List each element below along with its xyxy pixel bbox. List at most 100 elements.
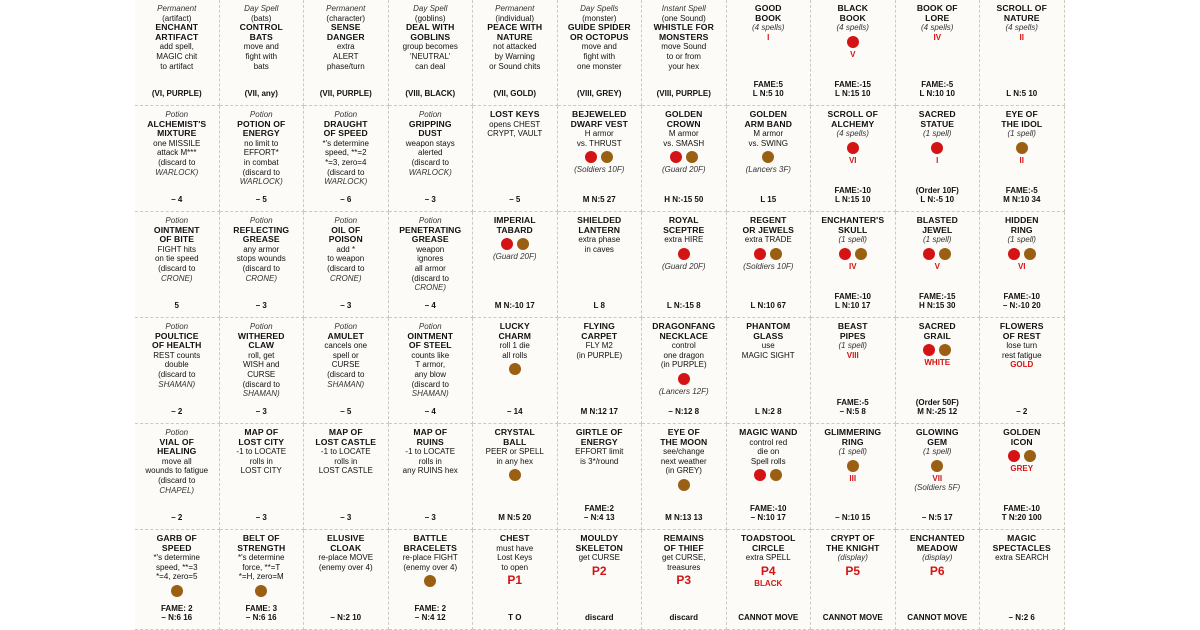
counter-text-line: vs. SMASH (663, 138, 705, 148)
chit-dots (137, 584, 217, 597)
counter-stat-line: discard (585, 613, 614, 623)
counter-text-line: (Lancers 3F) (745, 165, 791, 175)
brown-dot-icon (846, 459, 859, 472)
counter-text-line: Potion (165, 216, 189, 225)
counter-text-line: your hex (668, 61, 700, 71)
counter-cell: GOLDEN ICON GREY FAME:-10 T N:20 100 (980, 424, 1065, 530)
chit-dots (644, 478, 724, 491)
counter-text-line: (discard to (327, 263, 365, 273)
counter-title-line: OF SPEED (323, 128, 368, 139)
counter-text-line: ALERT (332, 51, 359, 61)
counter-cell: Potion DRAUGHT OF SPEED *'s determine speed,… (304, 106, 389, 212)
counter-title-line: GOBLINS (410, 31, 451, 42)
chit-dots (729, 151, 809, 164)
counter-text-line: Permanent (326, 4, 366, 13)
counter-text-line: V (850, 49, 856, 59)
counter-text-line: WISH and (243, 360, 280, 370)
counter-title-line: PHANTOM (746, 321, 791, 331)
counter-cell: CHEST must have Lost Keys to open P1 T O (473, 530, 558, 630)
counter-title-line: GLASS (753, 330, 784, 341)
brown-dot-icon (1023, 450, 1036, 463)
counter-stat-line: FAME:-10 (1003, 291, 1040, 301)
counter-text-line: phase/turn (326, 61, 365, 71)
counter-stats: – N:12 8 (642, 407, 726, 417)
counter-stats: FAME:5 L N:5 10 (727, 80, 811, 99)
counter-stat-line: L N:2 8 (754, 407, 782, 417)
counter-text-line: CRONE) (329, 273, 362, 283)
counter-stat-line: – 3 (255, 301, 267, 311)
counter-stats: CANNOT MOVE (811, 613, 895, 623)
counter-text-line: FLY M2 (585, 341, 613, 351)
counter-title-line: EYE OF (1005, 109, 1038, 119)
brown-dot-icon (508, 363, 521, 376)
counter-text-line: move and (581, 42, 617, 52)
counter-stats: – 3 (220, 407, 304, 417)
counter-stats: (VIII, BLACK) (389, 89, 473, 99)
counter-text-line: WHITE (924, 358, 951, 368)
counter-text-line: (discard to (327, 167, 365, 177)
counter-stat-line: FAME:-10 (750, 503, 787, 513)
red-dot-icon (677, 372, 690, 385)
counter-stat-line: T N:20 100 (1001, 513, 1042, 523)
counter-title-line: OF STEEL (408, 340, 452, 351)
counter-stat-line: – 2 (1016, 407, 1028, 417)
counter-title-line: VIAL OF (159, 436, 194, 447)
counter-text-line: Day Spell (244, 4, 279, 13)
counter-stats: – 4 (389, 407, 473, 417)
counter-title-line: LOST KEYS (489, 109, 540, 119)
chit-dots (475, 469, 555, 482)
counter-stat-line: – N:2 6 (1008, 613, 1035, 623)
counter-text-line: die on (757, 447, 780, 457)
counter-text-line: (enemy over 4) (403, 562, 458, 572)
counter-title-line: BOOK (755, 12, 782, 23)
counter-text-line: CURSE (331, 360, 360, 370)
counter-cell: MAGIC SPECTACLES extra SEARCH – N:2 6 (980, 530, 1065, 630)
counter-text-line: SHAMAN) (242, 389, 280, 399)
counter-stat-line: – 4 (424, 301, 436, 311)
red-dot-icon (754, 247, 767, 260)
counter-stat-line: (VII, PURPLE) (319, 89, 372, 99)
counter-stat-line: L N:-15 8 (666, 301, 701, 311)
counter-text-line: (4 spells) (836, 129, 869, 139)
counter-text-line: (character) (326, 13, 366, 23)
counter-text-line: (monster) (582, 13, 617, 23)
counter-stat-line: – 3 (340, 513, 352, 523)
counter-title-line: CLOAK (330, 542, 362, 553)
counter-text-line: rolls in (249, 456, 273, 466)
counter-text-line: *'s determine (322, 138, 369, 148)
counter-stats: – N:5 17 (896, 513, 980, 523)
counter-cell: MAP OF LOST CITY -1 to LOCATE rolls in LOST … (219, 424, 304, 530)
counter-title-line: GEM (927, 436, 948, 447)
counter-title-line: TABARD (496, 224, 533, 235)
counter-text-line: (Soldiers 10F) (743, 261, 794, 271)
counter-text-line: T armor, (415, 360, 446, 370)
counter-title-line: CRYSTAL (494, 427, 535, 437)
counter-title-line: RING (1010, 224, 1033, 235)
counter-stats: – 5 (220, 195, 304, 205)
counter-text-line: all armor (414, 263, 446, 273)
counter-stat-line: – N:5 8 (839, 407, 866, 417)
counter-title-line: OINTMENT (407, 330, 454, 341)
counter-title-line: SPEED (161, 542, 192, 553)
counter-stats: FAME:-10– N:-10 20 (980, 292, 1064, 311)
counter-text-line: spell or (332, 350, 359, 360)
counter-text-line: (individual) (495, 13, 535, 23)
counter-title-line: NECKLACE (659, 330, 709, 341)
counter-text-line: (Lancers 12F) (658, 386, 709, 396)
counter-text-line: EFFORT* (243, 148, 279, 158)
counter-cell: ROYAL SCEPTRE extra HIRE (Guard 20F) L N:-15… (642, 212, 727, 318)
counter-title-line: P3 (676, 573, 692, 588)
counter-title-line: GOLDEN (665, 109, 703, 119)
counter-text-line: (Guard 20F) (661, 165, 706, 175)
counter-title-line: BLASTED (916, 215, 958, 225)
red-dot-icon (923, 247, 936, 260)
counter-text-line: *=3, zero=4 (325, 157, 367, 167)
counter-text-line: rolls in (418, 456, 442, 466)
counter-text-line: (in PURPLE) (576, 350, 623, 360)
counter-stat-line: – 3 (424, 195, 436, 205)
counter-text-line: CRONE) (245, 273, 278, 283)
counter-text-line: rolls in (334, 456, 358, 466)
counter-text-line: Lost Keys (497, 553, 533, 563)
counter-stats: – 3 (220, 513, 304, 523)
counter-title-line: BATTLE (413, 533, 448, 543)
